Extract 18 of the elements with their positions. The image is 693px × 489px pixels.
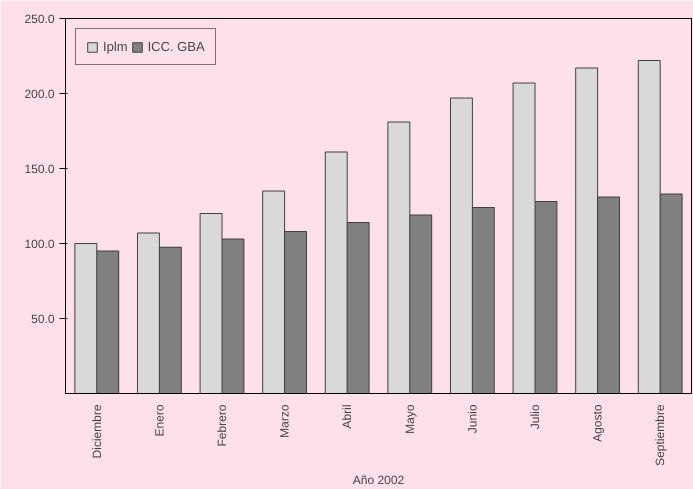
y-tick-label: 250.0 xyxy=(24,12,55,26)
x-tick-label: Septiembre xyxy=(653,404,668,466)
legend-label: Iplm xyxy=(103,39,128,54)
x-tick-label: Agosto xyxy=(590,404,605,442)
x-tick-label: Marzo xyxy=(278,404,292,438)
y-tick-label: 100.0 xyxy=(24,237,55,251)
x-tick-label: Mayo xyxy=(402,404,417,434)
x-tick-label: Julio xyxy=(528,404,542,430)
x-tick-label: Diciembre xyxy=(90,404,104,459)
y-tick-label: 200.0 xyxy=(24,87,55,101)
text: Año 2002 xyxy=(352,472,405,487)
y-tick-label: 150.0 xyxy=(24,162,55,176)
x-tick-label: Abril xyxy=(340,404,354,429)
y-tick-label: 50.0 xyxy=(31,312,55,326)
x-tick-label: Junio xyxy=(465,404,480,434)
x-tick-label: Enero xyxy=(152,404,166,437)
legend-label: ICC. GBA xyxy=(148,39,205,54)
x-tick-label: Febrero xyxy=(215,404,229,447)
